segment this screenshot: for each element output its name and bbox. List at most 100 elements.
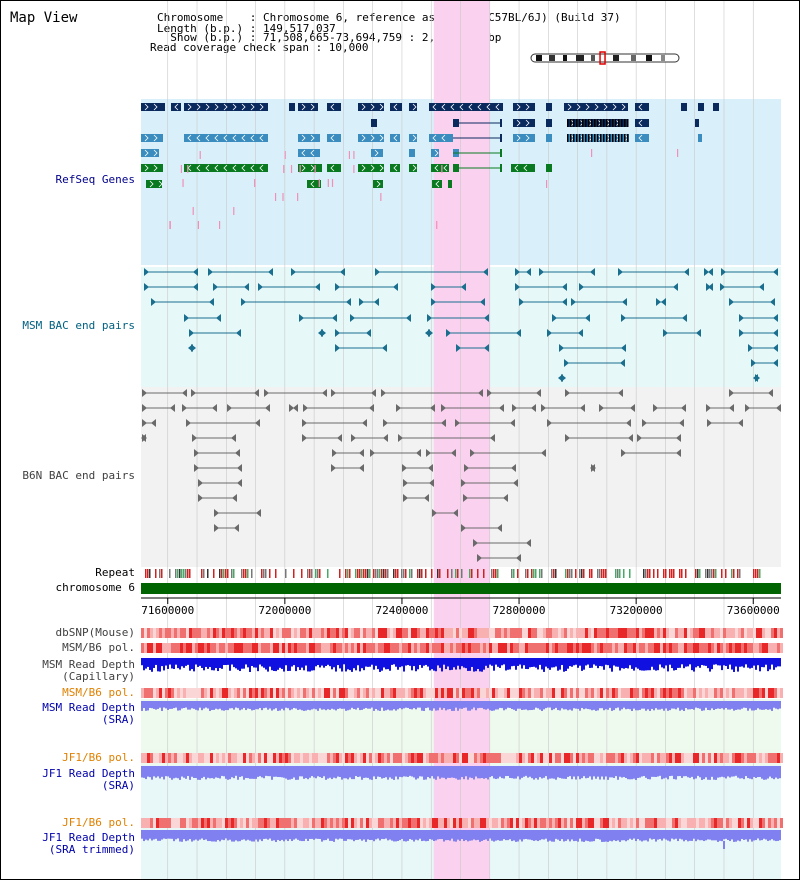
- depth-bar: [451, 701, 453, 711]
- b6n-bac-pair-end: [580, 404, 585, 412]
- depth-bar: [749, 701, 751, 709]
- pol-cell: [648, 643, 651, 653]
- depth-bar: [619, 658, 621, 671]
- pol-cell: [759, 688, 762, 698]
- depth-bar: [537, 766, 539, 780]
- pol-cell: [288, 753, 291, 763]
- pol-cell: [711, 628, 714, 638]
- pol-cell: [270, 753, 273, 763]
- pol-cell: [243, 643, 246, 653]
- depth-bar: [251, 701, 253, 711]
- repeat-element: [175, 569, 177, 578]
- pol-cell: [372, 753, 375, 763]
- pol-cell: [369, 628, 372, 638]
- pol-cell: [426, 688, 429, 698]
- depth-bar: [487, 766, 489, 780]
- depth-bar: [595, 701, 597, 711]
- pol-cell: [234, 753, 237, 763]
- pol-cell: [348, 818, 351, 828]
- depth-bar: [495, 830, 497, 841]
- depth-bar: [743, 766, 745, 780]
- repeat-element: [397, 569, 399, 578]
- depth-bar: [261, 701, 263, 711]
- gene-exon: [681, 103, 687, 111]
- depth-bar: [771, 830, 773, 840]
- gene-fine-exon: [609, 119, 611, 127]
- depth-bar: [265, 701, 267, 708]
- depth-bar: [243, 701, 245, 708]
- depth-bar: [747, 830, 749, 842]
- depth-bar: [355, 701, 357, 710]
- repeat-element: [241, 569, 243, 578]
- depth-bar: [147, 830, 149, 841]
- depth-bar: [287, 701, 289, 709]
- gene-strand-arrow: [486, 103, 491, 111]
- b6n-bac-pair-end: [232, 494, 237, 502]
- depth-bar: [321, 830, 323, 842]
- pol-cell: [777, 753, 780, 763]
- depth-bar: [405, 766, 407, 777]
- b6n-bac-pair-end: [499, 404, 504, 412]
- b6n-bac-pair-end: [371, 389, 376, 397]
- depth-bar: [491, 658, 493, 666]
- track-label-repeat: Repeat: [95, 566, 135, 579]
- gene-strand-arrow: [412, 103, 417, 111]
- pol-cell: [657, 753, 660, 763]
- depth-bar: [675, 658, 677, 670]
- pol-cell: [300, 688, 303, 698]
- pol-cell: [147, 818, 150, 828]
- msm-bac-pair-end: [335, 329, 340, 337]
- depth-bar: [239, 766, 241, 777]
- depth-bar: [189, 766, 191, 780]
- pol-cell: [714, 753, 717, 763]
- pol-cell: [501, 628, 504, 638]
- depth-bar: [655, 830, 657, 842]
- pol-cell: [705, 688, 708, 698]
- pol-cell: [774, 628, 777, 638]
- depth-bar: [493, 830, 495, 842]
- depth-bar: [231, 658, 233, 665]
- b6n-bac-pair-end: [403, 479, 408, 487]
- msm-bac-pair-end: [406, 314, 411, 322]
- depth-bar: [601, 658, 603, 667]
- depth-bar: [359, 766, 361, 777]
- b6n-bac-pair-end: [511, 464, 516, 472]
- depth-bar: [699, 830, 701, 841]
- pol-cell: [636, 818, 639, 828]
- depth-bar: [577, 658, 579, 668]
- repeat-element: [533, 569, 535, 578]
- repeat-element: [149, 569, 151, 578]
- pol-cell: [651, 643, 654, 653]
- gene-fine-exon: [570, 134, 572, 142]
- pol-cell: [276, 628, 279, 638]
- depth-bar: [775, 830, 777, 842]
- pol-cell: [495, 628, 498, 638]
- gene-pseudogene-tick: [290, 165, 293, 173]
- depth-bar: [493, 658, 495, 671]
- pol-cell: [294, 643, 297, 653]
- gene-fine-exon: [582, 134, 584, 142]
- pol-cell: [729, 643, 732, 653]
- depth-bar: [289, 766, 291, 780]
- pol-cell: [144, 818, 147, 828]
- depth-bar: [463, 658, 465, 668]
- gene-exon: [146, 180, 162, 188]
- depth-bar: [365, 658, 367, 667]
- pol-cell: [429, 688, 432, 698]
- pol-cell: [483, 753, 486, 763]
- pol-cell: [447, 628, 450, 638]
- gene-strand-arrow: [144, 149, 149, 157]
- repeat-element: [455, 569, 457, 578]
- gene-strand-arrow: [370, 134, 375, 142]
- depth-bar: [483, 830, 485, 840]
- b6n-bac-pair-end: [738, 419, 743, 427]
- depth-bar: [411, 830, 413, 840]
- pol-cell: [351, 818, 354, 828]
- depth-bar: [297, 658, 299, 668]
- pol-cell: [354, 688, 357, 698]
- pol-cell: [411, 753, 414, 763]
- pol-cell: [501, 818, 504, 828]
- depth-bar: [241, 658, 243, 669]
- repeat-element: [361, 569, 363, 578]
